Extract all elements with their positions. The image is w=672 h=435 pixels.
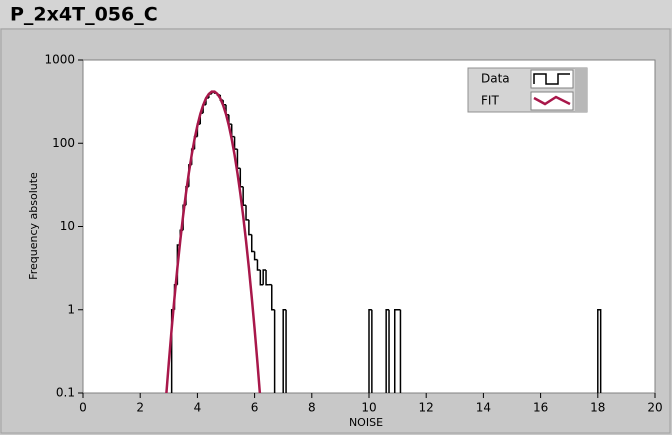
histogram-bin (368, 309, 372, 393)
x-tick-label: 4 (194, 401, 202, 415)
x-tick-label: 14 (476, 401, 491, 415)
x-tick-label: 18 (590, 401, 605, 415)
histogram-bin (273, 309, 276, 393)
histogram-bin (250, 234, 255, 253)
histogram-bin (245, 205, 249, 221)
histogram-bin (393, 309, 401, 393)
legend-swatch (533, 73, 570, 85)
y-tick-label: 1000 (44, 53, 75, 67)
x-tick-label: 10 (361, 401, 376, 415)
y-tick-label: 1 (67, 302, 75, 316)
plot-layer (165, 90, 602, 393)
legend: Data FIT (467, 67, 588, 113)
histogram-bin (388, 309, 390, 393)
x-tick-label: 12 (419, 401, 434, 415)
histogram-bin (259, 270, 264, 286)
y-axis-label: Frequency absolute (27, 172, 40, 280)
histogram-bin (597, 309, 602, 393)
x-tick-label: 6 (251, 401, 259, 415)
histogram-bin (265, 270, 269, 286)
x-tick-label: 0 (79, 401, 87, 415)
x-tick-label: 16 (533, 401, 548, 415)
histogram-bin (285, 309, 287, 393)
histogram-bin (385, 309, 390, 393)
fit-line (165, 90, 262, 393)
histogram-bin (271, 284, 275, 311)
histogram-bin (253, 251, 258, 261)
chart-title: P_2x4T_056_C (10, 4, 158, 26)
x-tick-label: 2 (136, 401, 144, 415)
title-bar (0, 0, 672, 28)
y-tick-label: 100 (52, 136, 75, 150)
legend-swatch-box (530, 69, 574, 89)
histogram-bin (256, 259, 261, 271)
histogram-bin (242, 186, 247, 206)
y-tick-label: 0.1 (56, 386, 75, 400)
histogram-bin (399, 309, 402, 393)
legend-label: Data (481, 72, 510, 86)
x-tick-label: 8 (308, 401, 316, 415)
legend-label: FIT (481, 94, 499, 108)
y-tick-label: 10 (60, 219, 75, 233)
histogram-bin (371, 309, 373, 393)
legend-strip (575, 68, 587, 112)
histogram-bin (262, 269, 267, 285)
x-axis-label: NOISE (349, 416, 383, 429)
histogram-bin (248, 219, 252, 236)
histogram-bin (282, 309, 287, 393)
legend-swatch (533, 95, 571, 106)
x-tick-label: 20 (647, 401, 662, 415)
